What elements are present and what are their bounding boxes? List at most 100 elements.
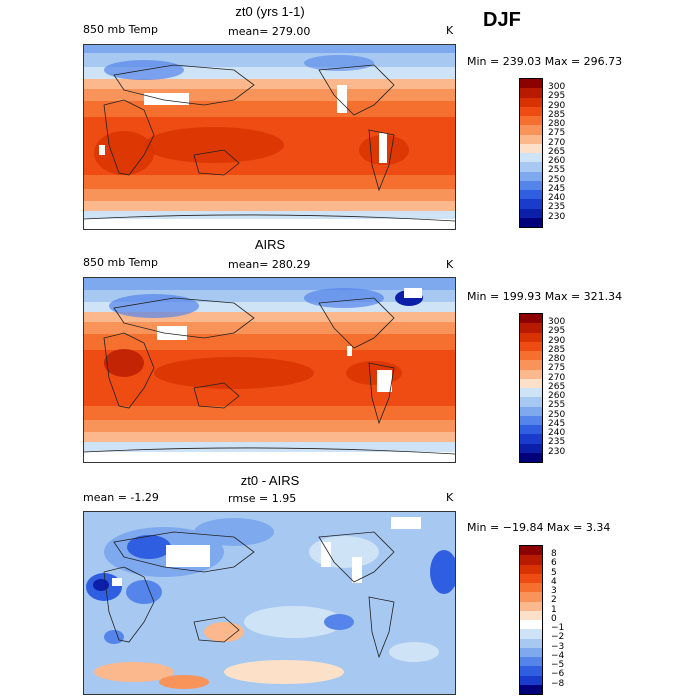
panel3-colorbar-swatch [520,684,542,694]
panel3-colorbar-label: 5 [551,567,557,578]
panel2-mean-label: mean= 280.29 [228,258,311,271]
panel1-minmax-label: Min = 239.03 Max = 296.73 [467,55,623,68]
panel1-variable-label: 850 mb Temp [83,23,159,36]
panel1-colorbar-label: 280 [548,119,566,129]
panel2-map [83,277,456,463]
panel1-colorbar-label: 270 [548,137,566,148]
panel3-map-svg [84,512,455,694]
panel1-colorbar-swatch [520,199,542,209]
panel3-colorbar-swatch [520,657,542,667]
panel2-map-svg [84,278,455,462]
panel3-colorbar-swatch [520,666,542,676]
panel3-colorbar-swatch [520,610,542,620]
panel1-map [83,44,456,230]
panel3-colorbar-label: −5 [551,660,565,670]
panel3-colorbar-swatch [520,583,542,593]
panel1-colorbar-swatch [520,88,542,98]
panel3-colorbar-label: 2 [551,595,557,606]
panel2-colorbar-label: 240 [548,428,566,438]
panel3-colorbar-swatch [520,647,542,657]
panel2-colorbar-label: 285 [548,344,566,355]
panel3-colorbar-swatch [520,564,542,574]
panel3-colorbar-label: 4 [551,576,557,587]
panel1-colorbar-label: 300 [548,82,566,92]
panel2-colorbar-label: 260 [548,391,566,401]
panel1-colorbar-label: 255 [548,165,566,176]
panel3-colorbar-swatch [520,620,542,630]
panel3-colorbar-swatch [520,555,542,565]
panel1-colorbar-label: 285 [548,109,566,120]
panel3-map [83,511,456,695]
panel3-colorbar-label: 8 [551,549,557,559]
panel2-colorbar-label: 265 [548,381,566,392]
panel3-colorbar-label: −2 [551,632,565,643]
panel2-colorbar-label: 235 [548,437,566,448]
panel2-colorbar-swatch [520,341,542,351]
panel1-colorbar-swatch [520,153,542,163]
panel2-variable-label: 850 mb Temp [83,256,159,269]
panel2-colorbar-swatch [520,406,542,416]
panel2-colorbar-swatch [520,369,542,379]
panel1-colorbar-swatch [520,208,542,218]
panel1-colorbar-swatch [520,134,542,144]
panel3-mean-label: mean = -1.29 [83,491,159,504]
panel1-colorbar-swatch [520,190,542,200]
panel2-colorbar-swatch [520,332,542,342]
panel2-minmax-label: Min = 199.93 Max = 321.34 [467,290,623,303]
panel3-title: zt0 - AIRS [240,473,300,488]
panel1-colorbar-label: 275 [548,128,566,139]
panel1-colorbar-swatch [520,106,542,116]
panel1-colorbar-label: 230 [548,211,566,222]
panel1-colorbar-label: 240 [548,193,566,203]
panel1-colorbar-label: 260 [548,156,566,166]
panel1-colorbar-swatch [520,143,542,153]
panel3-units-label: K [446,491,454,504]
panel2-units-label: K [446,258,454,271]
panel1-colorbar [519,78,543,228]
panel1-map-svg [84,45,455,229]
panel3-colorbar-swatch [520,675,542,685]
panel3-colorbar-label: 1 [551,604,557,615]
panel2-colorbar-label: 275 [548,363,566,374]
panel3-colorbar-label: 3 [551,586,557,596]
panel2-colorbar [519,313,543,463]
panel2-colorbar-swatch [520,415,542,425]
panel1-colorbar-label: 290 [548,100,566,111]
panel2-colorbar-swatch [520,434,542,444]
panel1-colorbar-label: 265 [548,146,566,157]
panel3-minmax-label: Min = −19.84 Max = 3.34 [467,521,611,534]
panel1-colorbar-swatch [520,217,542,227]
panel1-units-label: K [446,24,454,37]
panel1-colorbar-swatch [520,79,542,89]
panel1-title: zt0 (yrs 1-1) [235,4,305,19]
panel2-colorbar-label: 280 [548,354,566,364]
panel2-colorbar-label: 300 [548,317,566,327]
panel1-colorbar-label: 295 [548,91,566,102]
panel2-colorbar-swatch [520,351,542,361]
panel3-rmse-label: rmse = 1.95 [228,492,297,505]
panel3-colorbar-label: −6 [551,669,565,680]
panel2-colorbar-label: 250 [548,409,566,420]
panel1-colorbar-label: 235 [548,202,566,213]
panel3-colorbar-swatch [520,592,542,602]
panel2-colorbar-label: 245 [548,418,566,429]
panel3-colorbar-swatch [520,629,542,639]
panel2-colorbar-label: 230 [548,446,566,457]
panel3-colorbar-label: 6 [551,558,557,569]
panel2-colorbar-label: 255 [548,400,566,411]
panel3-colorbar-label: 0 [551,613,557,624]
panel1-colorbar-swatch [520,162,542,172]
panel2-colorbar-swatch [520,397,542,407]
panel1-colorbar-label: 245 [548,183,566,194]
panel2-colorbar-swatch [520,378,542,388]
panel3-colorbar-label: −3 [551,641,565,652]
panel2-colorbar-swatch [520,443,542,453]
panel2-colorbar-label: 270 [548,372,566,383]
panel2-colorbar-label: 295 [548,326,566,337]
panel1-colorbar-label: 250 [548,174,566,185]
panel3-colorbar-swatch [520,601,542,611]
panel2-colorbar-label: 290 [548,335,566,346]
panel2-colorbar-swatch [520,360,542,370]
panel3-colorbar [519,545,543,695]
season-label: DJF [483,9,521,31]
